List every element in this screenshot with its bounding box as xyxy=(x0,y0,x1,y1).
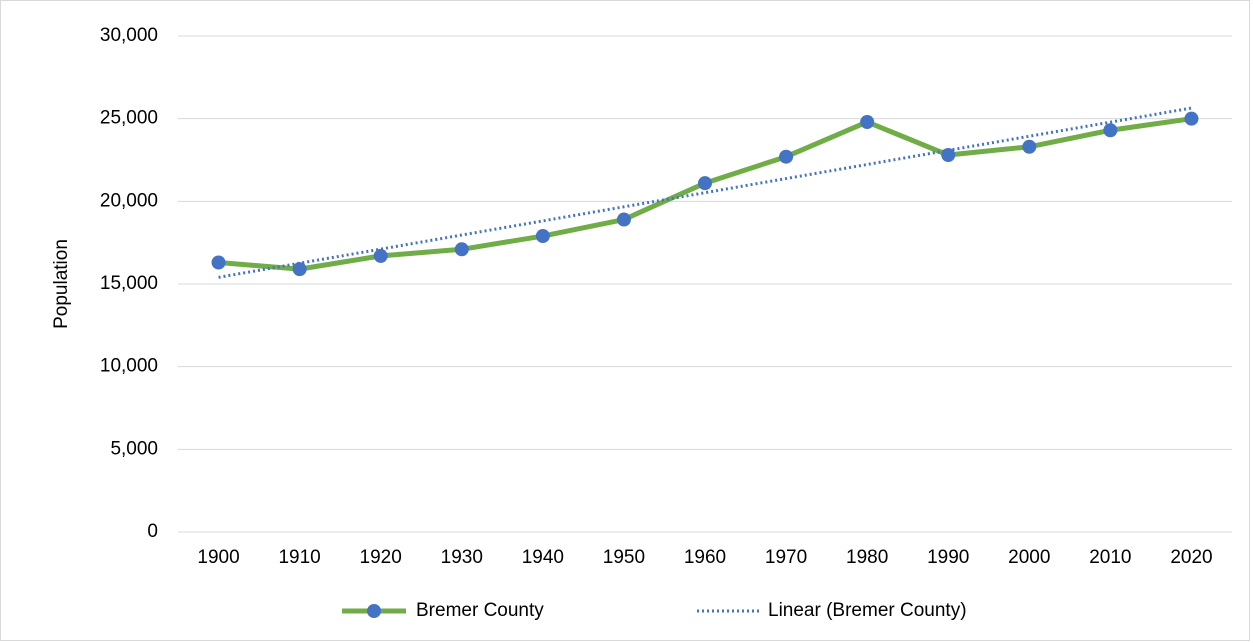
marker xyxy=(211,255,226,270)
marker xyxy=(1022,139,1037,154)
x-tick-label: 1980 xyxy=(846,547,888,568)
legend-label: Linear (Bremer County) xyxy=(768,600,967,621)
y-tick-label: 25,000 xyxy=(100,108,158,129)
x-tick-label: 1990 xyxy=(927,547,969,568)
x-tick-label: 1940 xyxy=(522,547,564,568)
x-tick-label: 1920 xyxy=(360,547,402,568)
y-tick-label: 15,000 xyxy=(100,273,158,294)
x-tick-label: 2010 xyxy=(1089,547,1131,568)
x-tick-label: 1930 xyxy=(441,547,483,568)
y-tick-label: 0 xyxy=(147,521,158,542)
marker xyxy=(535,229,550,244)
y-tick-label: 5,000 xyxy=(110,438,158,459)
x-tick-label: 1970 xyxy=(765,547,807,568)
marker xyxy=(941,148,956,163)
legend-marker xyxy=(367,604,381,618)
marker xyxy=(454,242,469,257)
y-axis-label: Population xyxy=(51,239,72,329)
x-tick-label: 2000 xyxy=(1008,547,1050,568)
y-tick-label: 30,000 xyxy=(100,25,158,46)
x-tick-label: 2020 xyxy=(1170,547,1212,568)
x-tick-label: 1910 xyxy=(278,547,320,568)
marker xyxy=(373,248,388,263)
y-tick-label: 20,000 xyxy=(100,190,158,211)
legend-label: Bremer County xyxy=(416,600,544,621)
marker xyxy=(698,176,712,191)
marker xyxy=(860,114,875,129)
marker xyxy=(779,149,794,164)
marker xyxy=(1184,111,1199,126)
marker xyxy=(1103,123,1118,138)
x-tick-label: 1900 xyxy=(197,547,239,568)
x-tick-label: 1960 xyxy=(684,547,726,568)
marker xyxy=(616,212,631,227)
y-tick-label: 10,000 xyxy=(100,356,158,377)
x-tick-label: 1950 xyxy=(603,547,645,568)
marker xyxy=(292,262,307,277)
